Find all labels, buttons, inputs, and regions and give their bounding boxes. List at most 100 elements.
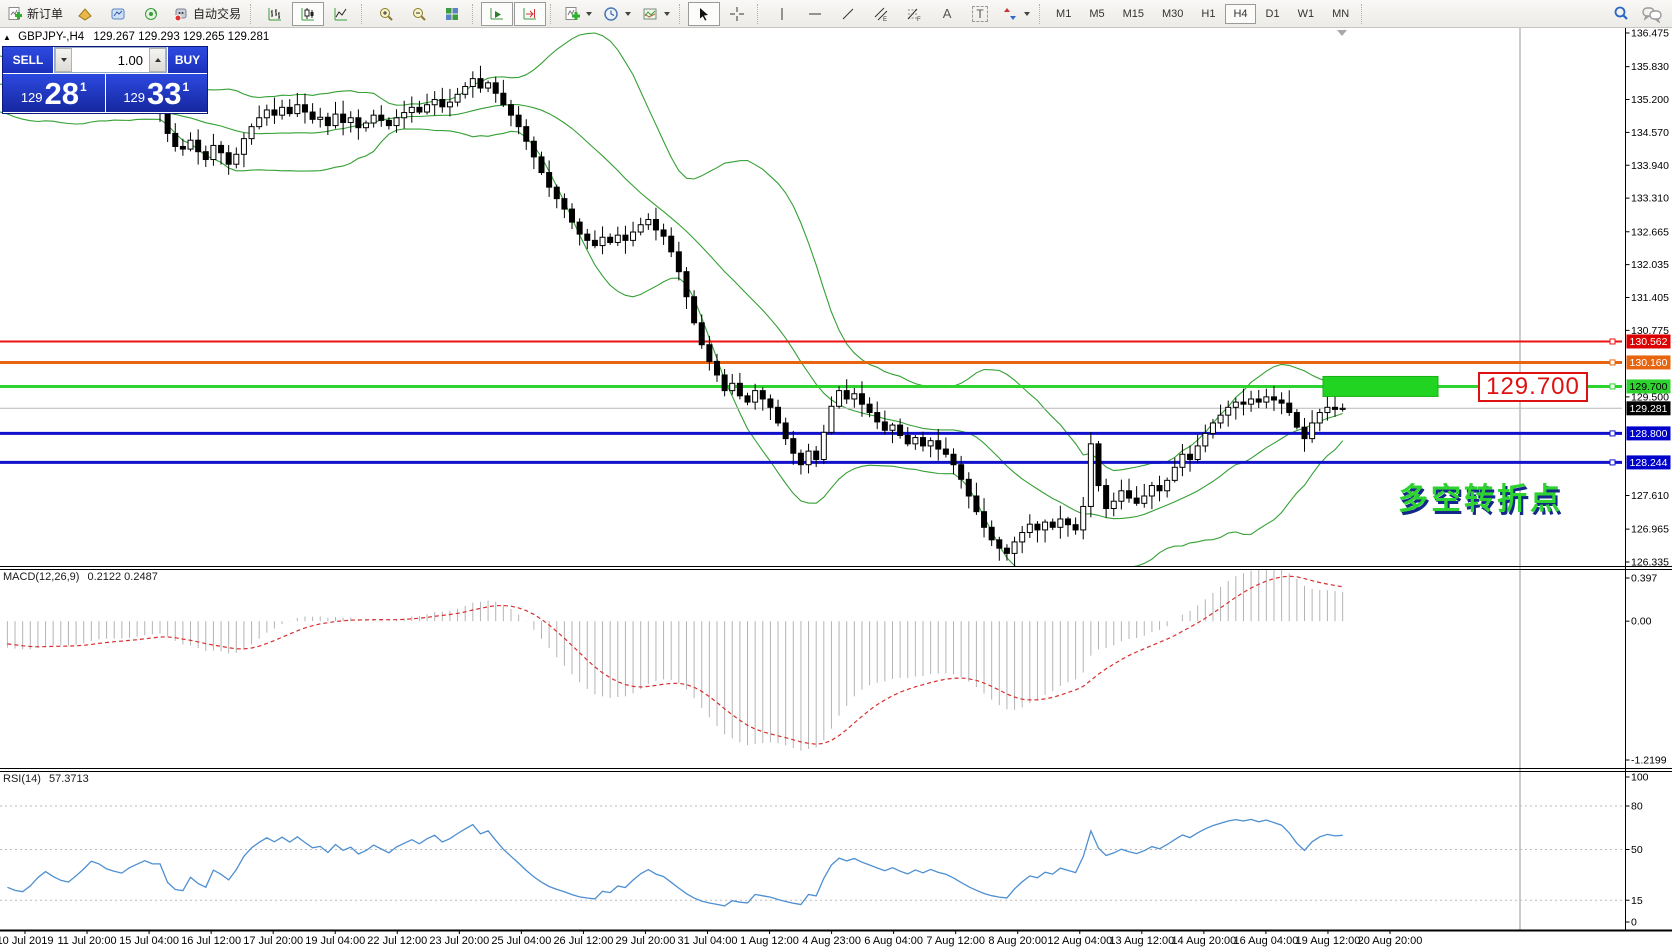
chat-icon[interactable] [1642, 5, 1662, 23]
time-label: 22 Jul 12:00 [367, 935, 427, 947]
level-line-handle[interactable] [1609, 383, 1616, 390]
sell-price-big: 28 [44, 76, 79, 111]
rsi-scale-label: 50 [1631, 844, 1643, 856]
svg-text:F: F [917, 17, 921, 22]
toolbar-separator [250, 3, 255, 24]
time-label: 23 Jul 20:00 [429, 935, 489, 947]
volume-stepper: 1.00 [54, 47, 167, 73]
level-price-tag [1626, 355, 1671, 370]
new-order-button[interactable]: 新订单 [2, 2, 68, 26]
text-label-button[interactable]: T [964, 2, 996, 26]
charts-window-button[interactable] [102, 2, 134, 26]
text-label-icon: T [972, 5, 988, 22]
time-axis[interactable]: 10 Jul 2019 11 Jul 20:00 15 Jul 04:00 16 Ju… [0, 930, 1422, 947]
navigator-button[interactable] [69, 2, 101, 26]
timeframe-m30-button[interactable]: M30 [1162, 7, 1184, 20]
indicators-button[interactable] [559, 2, 597, 26]
timeframe-m1-button[interactable]: M1 [1056, 7, 1072, 20]
market-watch-button[interactable] [135, 2, 167, 26]
main-toolbar: 新订单 自动交易 [0, 0, 1672, 28]
symbol-marker-icon: ▲ [3, 33, 11, 42]
toolbar-separator [550, 3, 555, 24]
chart-symbol-period: GBPJPY-,H4 [18, 31, 85, 43]
sell-button[interactable]: SELL [3, 47, 53, 73]
candlestick-chart-button[interactable] [292, 1, 325, 26]
macd-values: 0.2122 0.2487 [87, 571, 158, 583]
zoom-out-button[interactable] [403, 2, 435, 26]
sell-price-pipette: 1 [80, 80, 87, 94]
autotrading-button[interactable]: 自动交易 [168, 2, 246, 26]
buy-price-big: 33 [147, 76, 182, 111]
volume-increase-button[interactable] [149, 48, 166, 72]
chart-shift-button[interactable] [514, 1, 547, 26]
candlestick-chart-icon [300, 6, 316, 22]
zoom-in-button[interactable] [370, 2, 402, 26]
chart-shift-marker-icon[interactable] [1337, 30, 1347, 36]
buy-button[interactable]: BUY [168, 47, 207, 73]
navigator-icon [77, 6, 93, 22]
candles [157, 30, 1347, 566]
autotrading-label: 自动交易 [193, 7, 242, 21]
time-label: 4 Aug 23:00 [802, 935, 861, 947]
time-label: 16 Jul 12:00 [181, 935, 241, 947]
volume-input[interactable]: 1.00 [117, 52, 143, 68]
horizontal-level-lines[interactable] [0, 338, 1622, 466]
line-chart-button[interactable] [325, 2, 357, 26]
green-zone-rectangle[interactable] [1322, 375, 1439, 397]
timeframe-mn-button[interactable]: MN [1332, 7, 1350, 20]
arrows-button[interactable] [997, 2, 1035, 26]
timeframe-w1-button[interactable]: W1 [1297, 7, 1315, 20]
sell-price-quote[interactable]: 129 28 1 [3, 74, 105, 112]
zoom-in-icon [378, 6, 394, 22]
current-price-tag [1626, 401, 1671, 416]
timeframe-m5-button[interactable]: M5 [1089, 7, 1105, 20]
time-label: 1 Aug 12:00 [740, 935, 799, 947]
triangle-down-icon [60, 58, 67, 62]
timeframe-h1-button[interactable]: H1 [1201, 7, 1216, 20]
level-line-handle[interactable] [1609, 459, 1616, 466]
one-click-trade-panel: SELL 1.00 BUY 129 28 1 129 33 1 [2, 46, 208, 114]
equidistant-channel-button[interactable]: E [865, 2, 897, 26]
price-axis[interactable]: 136.475 135.830 135.200 134.570 133.940 133.3… [1625, 28, 1671, 931]
cursor-button[interactable] [688, 1, 721, 26]
level-price-tag-text: 128.244 [1630, 457, 1668, 469]
templates-button[interactable] [637, 2, 675, 26]
triangle-up-icon [154, 58, 161, 62]
toolbar-separator [361, 3, 366, 24]
volume-decrease-button[interactable] [55, 48, 72, 72]
periods-button[interactable] [598, 2, 636, 26]
trendline-button[interactable] [832, 2, 864, 26]
tile-windows-button[interactable] [436, 2, 468, 26]
price-target-label[interactable]: 129.700 [1478, 372, 1588, 402]
macd-indicator-label: MACD(12,26,9) 0.2122 0.2487 [3, 571, 158, 583]
new-order-icon [7, 6, 23, 22]
timeframe-h4-button[interactable]: H4 [1225, 3, 1256, 24]
level-price-tag-text: 130.160 [1630, 357, 1668, 369]
vertical-line-button[interactable] [766, 2, 798, 26]
macd-scale-label: 0.397 [1631, 573, 1657, 585]
turning-point-annotation[interactable]: 多空转折点 [1398, 483, 1563, 516]
rsi-scale-label: 15 [1631, 895, 1643, 907]
bar-chart-button[interactable] [259, 2, 291, 26]
timeframe-m15-button[interactable]: M15 [1122, 7, 1144, 20]
level-line-handle[interactable] [1609, 338, 1616, 345]
search-icon[interactable] [1612, 5, 1630, 23]
crosshair-icon [729, 6, 745, 22]
level-line-handle[interactable] [1609, 359, 1616, 366]
crosshair-button[interactable] [721, 2, 753, 26]
vertical-line-icon [774, 6, 790, 22]
fibonacci-button[interactable]: F [898, 2, 930, 26]
buy-price-quote[interactable]: 129 33 1 [105, 74, 207, 112]
time-label: 10 Jul 2019 [0, 935, 53, 947]
level-line-handle[interactable] [1609, 430, 1616, 437]
price-tick-label: 130.775 [1631, 325, 1669, 337]
cursor-icon [696, 6, 712, 22]
horizontal-line-button[interactable] [799, 2, 831, 26]
timeframe-d1-button[interactable]: D1 [1265, 7, 1280, 20]
time-label: 7 Aug 12:00 [926, 935, 985, 947]
equidistant-channel-icon: E [873, 6, 889, 22]
auto-scroll-button[interactable] [481, 1, 514, 26]
time-label: 20 Aug 20:00 [1358, 935, 1423, 947]
text-button[interactable]: A [931, 2, 963, 26]
